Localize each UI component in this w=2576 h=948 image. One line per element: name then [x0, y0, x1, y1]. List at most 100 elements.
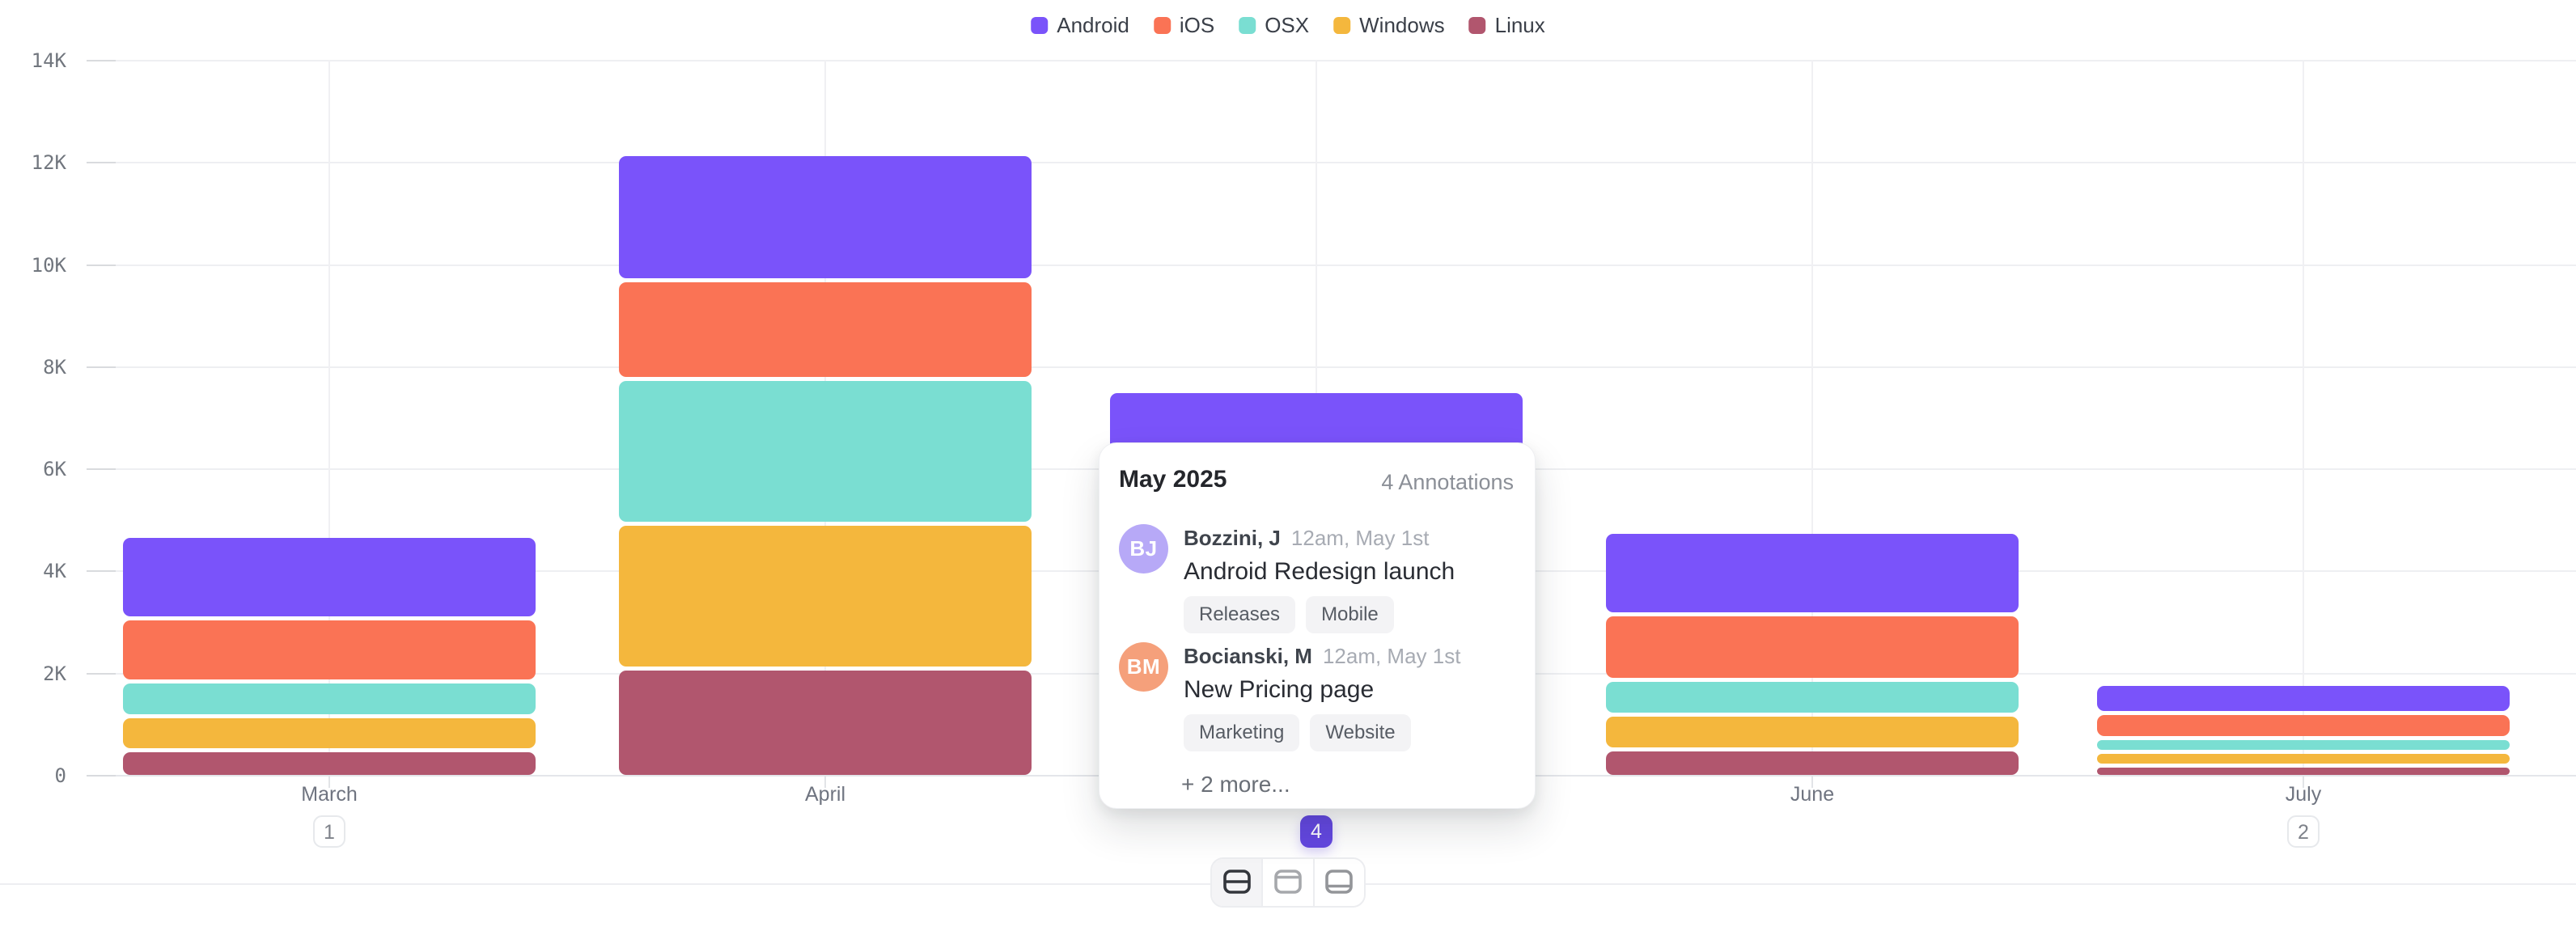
y-axis-tick	[87, 775, 116, 777]
bar-segment-ios-april[interactable]	[619, 282, 1032, 378]
legend-swatch-icon	[1031, 17, 1049, 34]
legend-item-windows[interactable]: Windows	[1333, 13, 1445, 38]
legend-label: Android	[1057, 13, 1129, 37]
legend-label: Linux	[1494, 13, 1545, 37]
tag-mobile: Mobile	[1306, 596, 1394, 633]
bar-segment-linux-april[interactable]	[619, 670, 1032, 775]
bar-segment-windows-april[interactable]	[619, 525, 1032, 667]
layout-rows-split-button[interactable]	[1212, 859, 1264, 906]
month-axis-tick	[1811, 776, 1813, 788]
bar-segment-linux-july[interactable]	[2097, 767, 2510, 775]
layout-rows-split-icon	[1222, 870, 1251, 894]
annotation-item[interactable]: BM Bocianski, M 12am, May 1st New Pricing p…	[1119, 642, 1460, 751]
bar-segment-android-march[interactable]	[123, 537, 536, 617]
legend-swatch-icon	[1239, 17, 1256, 34]
bar-segment-ios-march[interactable]	[123, 620, 536, 680]
annotation-body: Bocianski, M 12am, May 1st New Pricing pag…	[1184, 642, 1460, 751]
legend-label: Windows	[1359, 13, 1445, 37]
x-axis-label-july: July	[2285, 783, 2322, 806]
bar-segment-windows-march[interactable]	[123, 717, 536, 748]
y-axis-tick	[87, 162, 116, 164]
y-tick-label: 6K	[43, 458, 66, 481]
y-tick-label: 10K	[31, 253, 66, 277]
tag-website: Website	[1310, 714, 1411, 751]
y-axis-tick	[87, 570, 116, 573]
month-gridline	[2303, 60, 2304, 775]
annotation-count-badge-july[interactable]: 2	[2287, 815, 2320, 848]
bar-segment-ios-july[interactable]	[2097, 715, 2510, 736]
y-tick-label: 0	[54, 764, 66, 787]
annotation-count-badge-march[interactable]: 1	[313, 815, 345, 848]
annotation-timestamp: 12am, May 1st	[1290, 526, 1430, 550]
bar-segment-osx-march[interactable]	[123, 683, 536, 714]
annotation-count-badge-may[interactable]: 4	[1300, 815, 1332, 848]
chart-legend: Android iOS OSX Windows Linux	[1031, 13, 1545, 38]
bar-segment-android-june[interactable]	[1606, 533, 2019, 613]
x-axis-label-april: April	[804, 783, 846, 806]
avatar: BM	[1119, 642, 1168, 692]
more-annotations-link[interactable]: + 2 more...	[1181, 772, 1290, 797]
x-axis-label-june: June	[1790, 783, 1835, 806]
y-axis-tick	[87, 264, 116, 266]
bar-segment-android-april[interactable]	[619, 155, 1032, 279]
legend-swatch-icon	[1468, 17, 1486, 34]
annotation-body: Bozzini, J 12am, May 1st Android Redesign …	[1184, 524, 1455, 633]
bar-segment-ios-june[interactable]	[1606, 616, 2019, 679]
tag-releases: Releases	[1184, 596, 1296, 633]
bar-segment-osx-april[interactable]	[619, 381, 1032, 522]
bar-segment-linux-june[interactable]	[1606, 751, 2019, 775]
annotation-item[interactable]: BJ Bozzini, J 12am, May 1st Android Redesig…	[1119, 524, 1455, 633]
y-axis-tick	[87, 672, 116, 675]
annotation-title: Android Redesign launch	[1184, 558, 1455, 585]
annotation-header: Bocianski, M 12am, May 1st	[1184, 644, 1460, 669]
layout-footer-row-icon	[1325, 870, 1354, 894]
x-axis-label-march: March	[301, 783, 358, 806]
layout-header-row-button[interactable]	[1263, 859, 1315, 906]
bar-segment-windows-july[interactable]	[2097, 753, 2510, 764]
bar-segment-osx-june[interactable]	[1606, 682, 2019, 713]
bar-segment-osx-july[interactable]	[2097, 739, 2510, 750]
month-axis-tick	[2303, 776, 2304, 788]
popover-title: May 2025	[1119, 466, 1227, 493]
gridline	[87, 59, 2576, 61]
annotation-header: Bozzini, J 12am, May 1st	[1184, 526, 1455, 551]
legend-label: iOS	[1179, 13, 1215, 37]
month-gridline	[1811, 60, 1813, 775]
y-tick-label: 4K	[43, 560, 66, 583]
legend-label: OSX	[1265, 13, 1310, 37]
y-tick-label: 2K	[43, 662, 66, 685]
gridline	[87, 366, 2576, 368]
legend-item-android[interactable]: Android	[1031, 13, 1129, 38]
bar-segment-android-july[interactable]	[2097, 685, 2510, 712]
annotation-author: Bocianski, M	[1184, 644, 1312, 668]
layout-segmented-control	[1210, 857, 1366, 908]
bar-segment-windows-june[interactable]	[1606, 717, 2019, 747]
layout-header-row-icon	[1274, 870, 1302, 894]
y-axis-tick	[87, 366, 116, 368]
month-axis-tick	[328, 776, 330, 788]
y-tick-label: 14K	[31, 49, 66, 72]
avatar: BJ	[1119, 524, 1168, 573]
legend-item-linux[interactable]: Linux	[1468, 13, 1545, 38]
legend-swatch-icon	[1333, 17, 1351, 34]
annotation-tags: Releases Mobile	[1184, 596, 1455, 633]
annotation-author: Bozzini, J	[1184, 526, 1281, 550]
gridline	[87, 162, 2576, 164]
annotations-count-label: 4 Annotations	[1381, 470, 1514, 494]
annotation-timestamp: 12am, May 1st	[1322, 644, 1461, 668]
gridline	[87, 264, 2576, 266]
annotation-tags: Marketing Website	[1184, 714, 1460, 751]
bar-segment-linux-march[interactable]	[123, 751, 536, 775]
tag-marketing: Marketing	[1184, 714, 1300, 751]
y-tick-label: 8K	[43, 355, 66, 379]
month-gridline	[328, 60, 330, 775]
annotation-title: New Pricing page	[1184, 676, 1375, 703]
legend-item-ios[interactable]: iOS	[1153, 13, 1215, 38]
legend-swatch-icon	[1153, 17, 1171, 34]
month-axis-tick	[824, 776, 826, 788]
y-tick-label: 12K	[31, 151, 66, 175]
legend-item-osx[interactable]: OSX	[1239, 13, 1309, 38]
annotations-popover: May 2025 4 Annotations BJ Bozzini, J 12am,…	[1099, 442, 1536, 809]
layout-footer-row-button[interactable]	[1314, 859, 1364, 906]
